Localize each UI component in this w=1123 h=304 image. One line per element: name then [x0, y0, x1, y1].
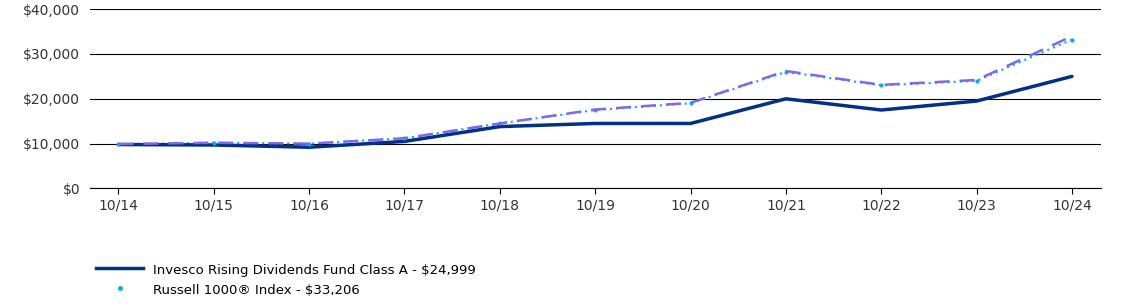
Legend: Invesco Rising Dividends Fund Class A - $24,999, Russell 1000® Index - $33,206, : Invesco Rising Dividends Fund Class A - … [97, 263, 476, 304]
